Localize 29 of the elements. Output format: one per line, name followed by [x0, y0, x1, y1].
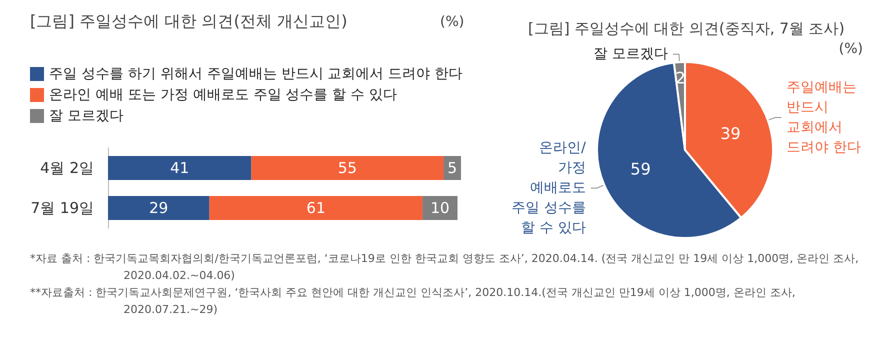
data-label: 5 [447, 159, 458, 177]
slice-label: 잘 모르겠다 [594, 46, 668, 62]
bar [108, 156, 252, 180]
text: **자료출처 : 한국기독교사회문제연구원, ‘한국사회 주요 현안에 대한 개신교인 인식조사’, 2020.10.14.(전국 개신교인 만19세 이상 1,000명, 온라인 조사, 2020.07.21.~29) [30, 285, 796, 318]
bar [251, 156, 444, 180]
text: (%) [838, 41, 864, 57]
slice-label: 온라인/ 가정 예배로도 주일 성수를 할 수 있다 [511, 140, 586, 236]
legend-label: 온라인 예배 또는 가정 예배로도 주일 성수를 할 수 있다 [49, 87, 398, 103]
bar [108, 196, 210, 220]
data-label: 2 [675, 68, 686, 88]
bar [209, 196, 423, 220]
data-label: 41 [170, 159, 190, 177]
chart-title: [그림] 주일성수에 대한 의견(전체 개신교인) [30, 12, 348, 30]
chart-title: [그림] 주일성수에 대한 의견(중직자, 7월 조사) [528, 20, 845, 38]
slice-label: 주일예배는 반드시 교회에서 드려야 한다 [786, 79, 861, 156]
legend-label: 잘 모르겠다 [49, 108, 124, 124]
data-label: 29 [149, 199, 168, 217]
bar [444, 156, 461, 180]
data-label: 39 [720, 124, 741, 144]
legend-label: 주일 성수를 하기 위해서 주일예배는 반드시 교회에서 드려야 한다 [49, 66, 463, 82]
data-label: 55 [338, 159, 357, 177]
text: *자료 출처 : 한국기독교목회자협의회/한국기독교언론포럼, ‘코로나19로 인한 한국교회 영향도 조사’, 2020.04.14. (전국 개신교인 만 19세 이상 1,000명, 온라인 조사, 2020.04.02.~04.06) [30, 251, 860, 284]
y-tick-label: 4월 2일 [40, 159, 94, 177]
data-label: 10 [430, 199, 450, 217]
data-label: 61 [306, 199, 326, 217]
data-label: 59 [630, 160, 651, 179]
text: (%) [440, 14, 464, 30]
y-tick-label: 7월 19일 [30, 199, 94, 217]
bar [422, 196, 458, 220]
